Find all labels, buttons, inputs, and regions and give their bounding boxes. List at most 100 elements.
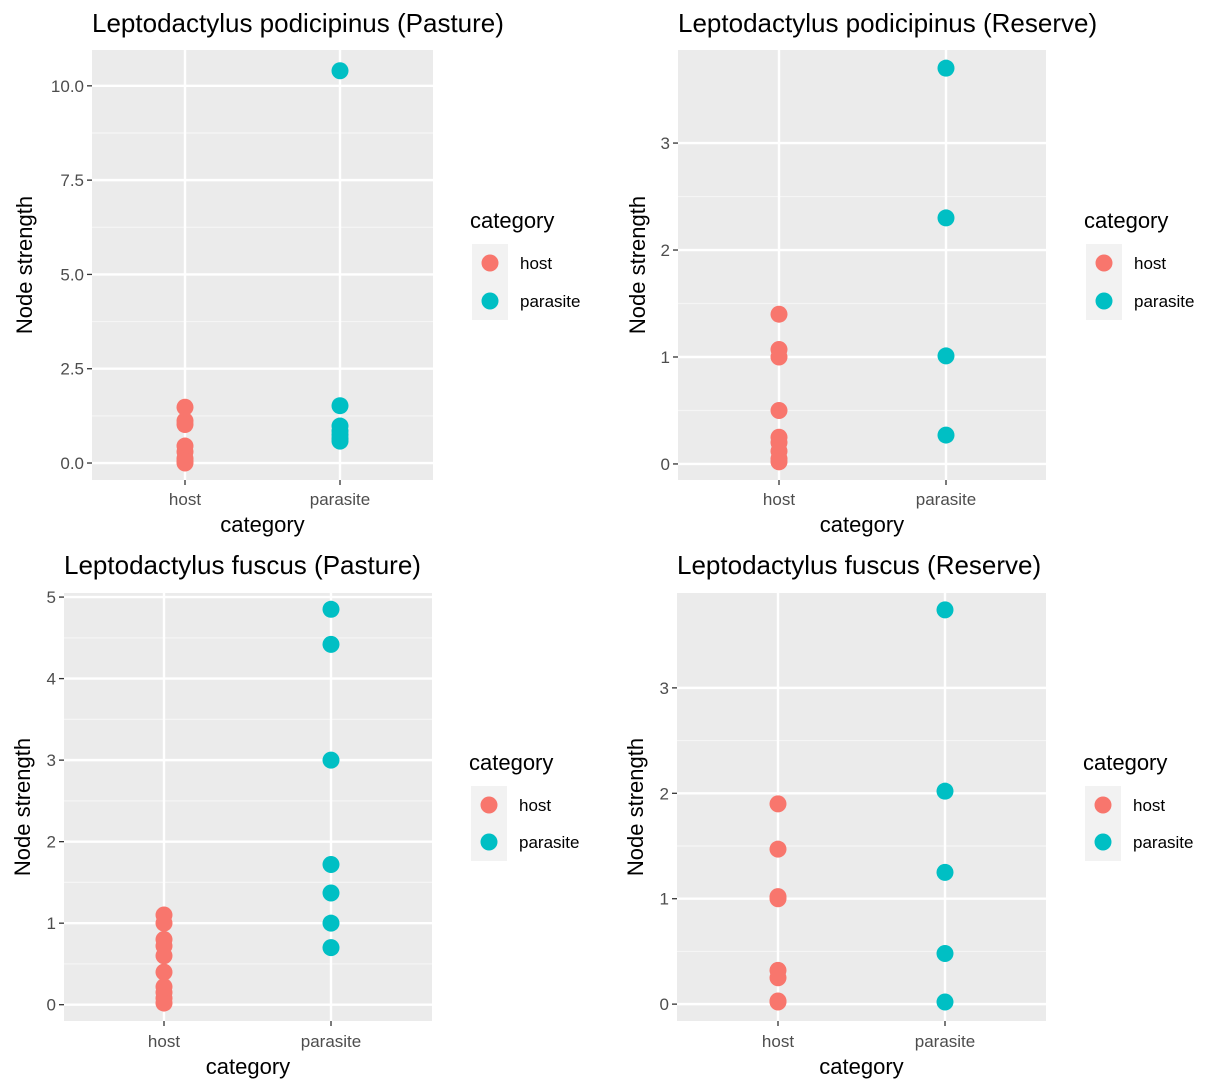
x-axis-title: category: [206, 1054, 290, 1079]
data-point-host: [155, 994, 173, 1012]
y-axis-title: Node strength: [12, 196, 37, 334]
legend-key-host: [1094, 796, 1112, 814]
legend-label-parasite: parasite: [519, 833, 579, 852]
data-point-parasite: [937, 209, 955, 227]
plot-background: [64, 593, 432, 1021]
y-tick-label: 0: [47, 996, 56, 1015]
x-tick-label: parasite: [916, 490, 976, 509]
y-tick-label: 10.0: [51, 77, 84, 96]
legend-label-parasite: parasite: [1134, 292, 1194, 311]
y-tick-label: 3: [47, 751, 56, 770]
y-tick-label: 0: [661, 455, 670, 474]
x-tick-label: host: [763, 490, 795, 509]
data-point-host: [769, 993, 787, 1011]
y-tick-label: 4: [47, 670, 56, 689]
data-point-host: [769, 890, 787, 908]
y-axis-title: Node strength: [625, 196, 650, 334]
data-point-host: [770, 305, 788, 323]
data-point-host: [155, 914, 173, 932]
chart-title: Leptodactylus podicipinus (Pasture): [92, 8, 504, 38]
y-tick-label: 3: [661, 134, 670, 153]
x-tick-label: parasite: [301, 1032, 361, 1051]
legend-title: category: [469, 750, 553, 775]
y-tick-label: 2: [47, 833, 56, 852]
legend-key-host: [480, 796, 498, 814]
data-point-host: [770, 348, 788, 366]
chart-panel-2: 0 1 2 3 host parasite Leptodactylus podicipinu…: [625, 8, 1194, 537]
y-tick-label: 1: [661, 348, 670, 367]
data-point-host: [770, 401, 788, 419]
data-point-parasite: [322, 635, 340, 653]
y-axis-title: Node strength: [623, 738, 648, 876]
plot-background: [677, 593, 1046, 1021]
y-tick-label: 2: [660, 784, 669, 803]
data-point-parasite: [322, 855, 340, 873]
x-axis-title: category: [820, 512, 904, 537]
y-tick-label: 5: [47, 588, 56, 607]
chart-title: Leptodactylus fuscus (Pasture): [64, 550, 421, 580]
x-axis-title: category: [819, 1054, 903, 1079]
data-point-parasite: [936, 863, 954, 881]
data-point-parasite: [331, 62, 349, 80]
chart-title: Leptodactylus podicipinus (Reserve): [678, 8, 1097, 38]
data-point-parasite: [322, 939, 340, 957]
legend-label-host: host: [520, 254, 552, 273]
data-point-host: [155, 963, 173, 981]
data-point-host: [770, 453, 788, 471]
x-axis-title: category: [220, 512, 304, 537]
x-tick-label: parasite: [915, 1032, 975, 1051]
data-point-parasite: [331, 432, 349, 450]
legend-title: category: [1083, 750, 1167, 775]
y-tick-label: 1: [47, 914, 56, 933]
legend: category host parasite: [469, 750, 579, 861]
data-point-host: [769, 840, 787, 858]
data-point-host: [769, 795, 787, 813]
data-point-parasite: [322, 914, 340, 932]
y-tick-label: 2: [661, 241, 670, 260]
data-point-parasite: [322, 884, 340, 902]
legend-label-host: host: [519, 796, 551, 815]
data-point-host: [176, 416, 194, 434]
legend-title: category: [1084, 208, 1168, 233]
legend-label-host: host: [1134, 254, 1166, 273]
data-point-parasite: [936, 601, 954, 619]
x-tick-label: parasite: [310, 490, 370, 509]
data-point-parasite: [331, 397, 349, 415]
x-tick-label: host: [169, 490, 201, 509]
data-point-parasite: [936, 945, 954, 963]
legend-title: category: [470, 208, 554, 233]
data-point-host: [176, 398, 194, 416]
y-tick-label: 5.0: [60, 265, 84, 284]
legend-key-parasite: [480, 833, 498, 851]
data-point-parasite: [936, 782, 954, 800]
data-point-host: [155, 947, 173, 965]
y-tick-label: 2.5: [60, 360, 84, 379]
legend-key-parasite: [1095, 292, 1113, 310]
x-tick-label: host: [148, 1032, 180, 1051]
legend-label-host: host: [1133, 796, 1165, 815]
data-point-parasite: [937, 426, 955, 444]
legend-key-parasite: [1094, 833, 1112, 851]
legend: category host parasite: [1083, 750, 1193, 861]
data-point-parasite: [322, 600, 340, 618]
legend-key-host: [1095, 254, 1113, 272]
y-tick-label: 1: [660, 890, 669, 909]
y-tick-label: 0: [660, 995, 669, 1014]
chart-panel-4: 0 1 2 3 host parasite Leptodactylus fuscus (Re…: [623, 550, 1193, 1079]
y-tick-label: 0.0: [60, 454, 84, 473]
data-point-host: [176, 454, 194, 472]
legend: category host parasite: [470, 208, 580, 320]
legend-label-parasite: parasite: [520, 292, 580, 311]
y-axis-title: Node strength: [10, 738, 35, 876]
legend-key-host: [481, 254, 499, 272]
chart-panel-3: 0 1 2 3 4 5 host parasite Leptodactylus fuscus (…: [10, 550, 579, 1079]
plot-background: [92, 50, 433, 480]
data-point-parasite: [937, 59, 955, 77]
legend: category host parasite: [1084, 208, 1194, 320]
data-point-parasite: [936, 993, 954, 1011]
x-tick-label: host: [762, 1032, 794, 1051]
legend-key-parasite: [481, 292, 499, 310]
y-tick-label: 7.5: [60, 171, 84, 190]
data-point-parasite: [322, 751, 340, 769]
